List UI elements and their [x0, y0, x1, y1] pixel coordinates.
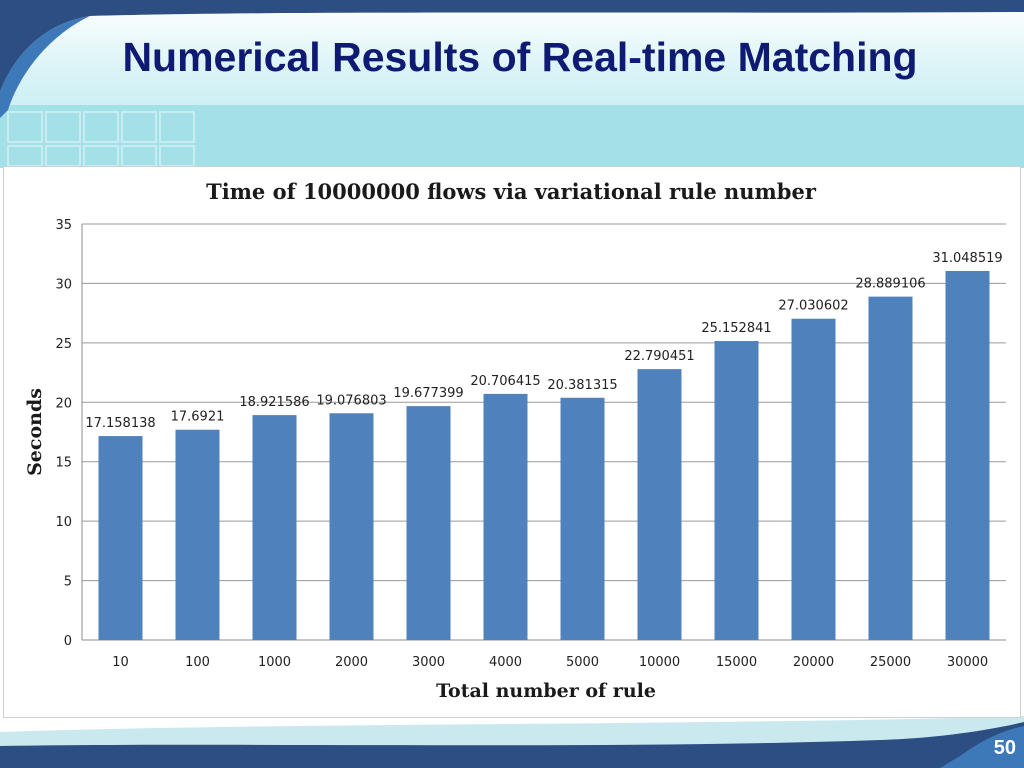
chart-panel: Time of 10000000 flows via variational r…	[3, 166, 1021, 718]
bars	[98, 270, 990, 640]
y-tick-label: 20	[55, 396, 72, 411]
bar	[406, 406, 451, 640]
bar	[98, 436, 143, 640]
y-tick-label: 35	[55, 218, 72, 233]
slide-title: Numerical Results of Real-time Matching	[122, 34, 918, 80]
bar	[483, 393, 528, 640]
data-label: 28.889106	[855, 277, 925, 292]
x-tick-label: 100	[185, 655, 210, 670]
gridlines	[81, 223, 1006, 641]
bar	[252, 415, 297, 640]
bar	[714, 341, 759, 640]
x-tick-label: 15000	[716, 655, 757, 670]
data-label: 20.381315	[547, 378, 617, 393]
data-label: 17.6921	[171, 410, 225, 425]
header-band	[0, 0, 1024, 168]
bar	[560, 397, 605, 640]
y-tick-labels: 0 5 10 15 20 25 30 35	[55, 218, 72, 649]
x-tick-label: 20000	[793, 655, 834, 670]
data-label: 27.030602	[778, 299, 848, 314]
x-tick-labels: 10 100 1000 2000 3000 4000 5000 10000 15000 20000…	[112, 655, 988, 670]
data-label: 17.158138	[85, 416, 155, 431]
bar	[637, 369, 682, 640]
bar	[868, 296, 913, 640]
x-tick-label: 3000	[412, 655, 445, 670]
data-label: 19.076803	[316, 393, 386, 408]
bar-chart: Time of 10000000 flows via variational r…	[3, 166, 1021, 718]
y-axis-label: Seconds	[24, 388, 46, 476]
x-tick-label: 1000	[258, 655, 291, 670]
x-axis-label: Total number of rule	[436, 680, 656, 702]
y-tick-label: 30	[55, 277, 72, 292]
y-tick-label: 5	[64, 575, 72, 590]
data-label: 20.706415	[470, 374, 540, 389]
x-tick-label: 10	[112, 655, 129, 670]
data-labels: 17.158138 17.6921 18.921586 19.076803 19.677…	[85, 251, 1002, 431]
bar	[175, 429, 220, 640]
page-number: 50	[993, 737, 1016, 759]
x-tick-label: 5000	[566, 655, 599, 670]
x-tick-label: 25000	[870, 655, 911, 670]
data-label: 22.790451	[624, 349, 694, 364]
data-label: 25.152841	[701, 321, 771, 336]
y-tick-label: 15	[55, 456, 72, 471]
x-tick-label: 4000	[489, 655, 522, 670]
y-tick-label: 10	[55, 515, 72, 530]
footer-band	[0, 716, 1024, 768]
bar	[329, 413, 374, 640]
x-tick-label: 10000	[639, 655, 680, 670]
bar	[791, 318, 836, 640]
data-label: 31.048519	[932, 251, 1002, 266]
bar	[945, 270, 990, 640]
x-tick-label: 30000	[947, 655, 988, 670]
chart-title: Time of 10000000 flows via variational r…	[206, 179, 817, 204]
y-tick-label: 25	[55, 337, 72, 352]
data-label: 18.921586	[239, 395, 309, 410]
y-tick-label: 0	[64, 634, 72, 649]
data-label: 19.677399	[393, 386, 463, 401]
x-tick-label: 2000	[335, 655, 368, 670]
